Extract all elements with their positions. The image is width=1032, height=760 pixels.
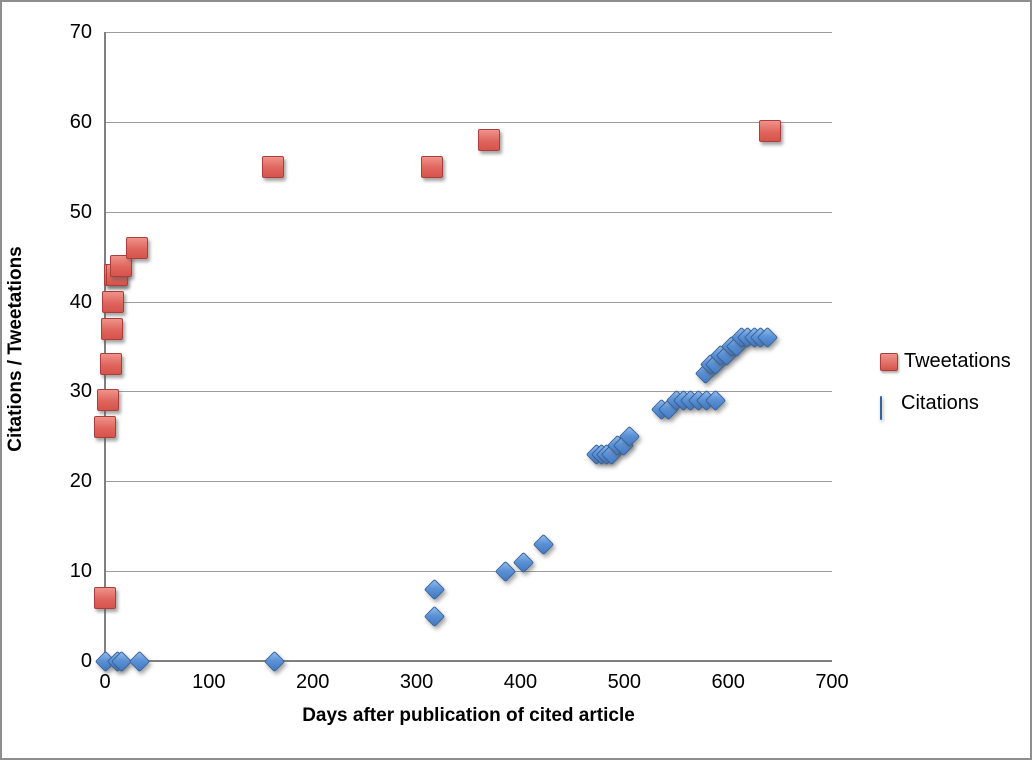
data-point-citation	[111, 650, 133, 672]
data-point-tweetation	[94, 416, 116, 439]
x-tick-label-0: 0	[99, 671, 111, 693]
data-point-tweetation	[97, 389, 120, 412]
x-tick-label-500: 500	[607, 671, 641, 693]
legend: Tweetations Citations	[880, 350, 1011, 434]
y-axis-title: Citations / Tweetations	[5, 246, 26, 452]
y-tick-label-30: 30	[69, 380, 92, 403]
y-tick-label-10: 10	[69, 560, 92, 583]
legend-item-citations: Citations	[880, 392, 1011, 420]
x-tick-label-700: 700	[815, 671, 849, 693]
data-point-tweetation	[262, 155, 285, 178]
data-point-citation	[495, 560, 517, 582]
x-tick-label-100: 100	[192, 671, 226, 693]
gridline-y-60	[105, 121, 832, 123]
data-point-citation	[705, 389, 727, 412]
plot-area	[94, 32, 832, 672]
y-tick-label-40: 40	[69, 290, 92, 313]
data-point-citation	[423, 605, 445, 627]
x-tick-label-300: 300	[399, 671, 434, 693]
data-point-tweetation	[100, 353, 123, 376]
y-tick-label-70: 70	[69, 21, 92, 43]
data-point-tweetation	[102, 290, 125, 313]
data-point-tweetation	[101, 317, 124, 340]
x-axis-title: Days after publication of cited article	[302, 705, 635, 726]
y-axis-line	[104, 32, 106, 662]
gridline-y-70	[105, 32, 832, 33]
x-tick-label-400: 400	[503, 671, 538, 693]
gridline-y-0	[105, 660, 832, 662]
data-point-tweetation	[94, 587, 116, 610]
y-tick-label-60: 60	[69, 110, 92, 133]
data-point-citation	[128, 650, 150, 672]
gridline-y-20	[105, 481, 832, 483]
data-point-tweetation	[478, 128, 501, 151]
y-tick-label-50: 50	[69, 200, 92, 223]
data-point-citation	[423, 578, 445, 600]
legend-label-tweetations: Tweetations	[904, 350, 1011, 372]
data-point-citation	[512, 551, 535, 573]
data-point-tweetation	[421, 155, 444, 178]
legend-label-citations: Citations	[901, 392, 979, 414]
gridline-y-40	[105, 301, 832, 303]
data-point-tweetation	[126, 236, 149, 259]
gridline-y-50	[105, 211, 832, 213]
x-tick-label-200: 200	[296, 671, 330, 693]
data-point-citation	[263, 650, 285, 672]
data-point-citation	[618, 425, 641, 447]
data-point-citation	[532, 533, 554, 555]
gridline-y-30	[105, 391, 832, 393]
y-tick-label-0: 0	[80, 650, 92, 672]
legend-item-tweetations: Tweetations	[880, 350, 1011, 373]
data-point-tweetation	[109, 254, 132, 277]
x-tick-label-600: 600	[711, 671, 745, 693]
data-point-tweetation	[758, 119, 781, 142]
gridline-y-10	[105, 571, 832, 573]
data-point-citation	[756, 326, 779, 349]
y-tick-label-20: 20	[69, 470, 92, 493]
tweetations-square-icon	[880, 352, 898, 371]
citations-diamond-icon	[880, 396, 893, 420]
